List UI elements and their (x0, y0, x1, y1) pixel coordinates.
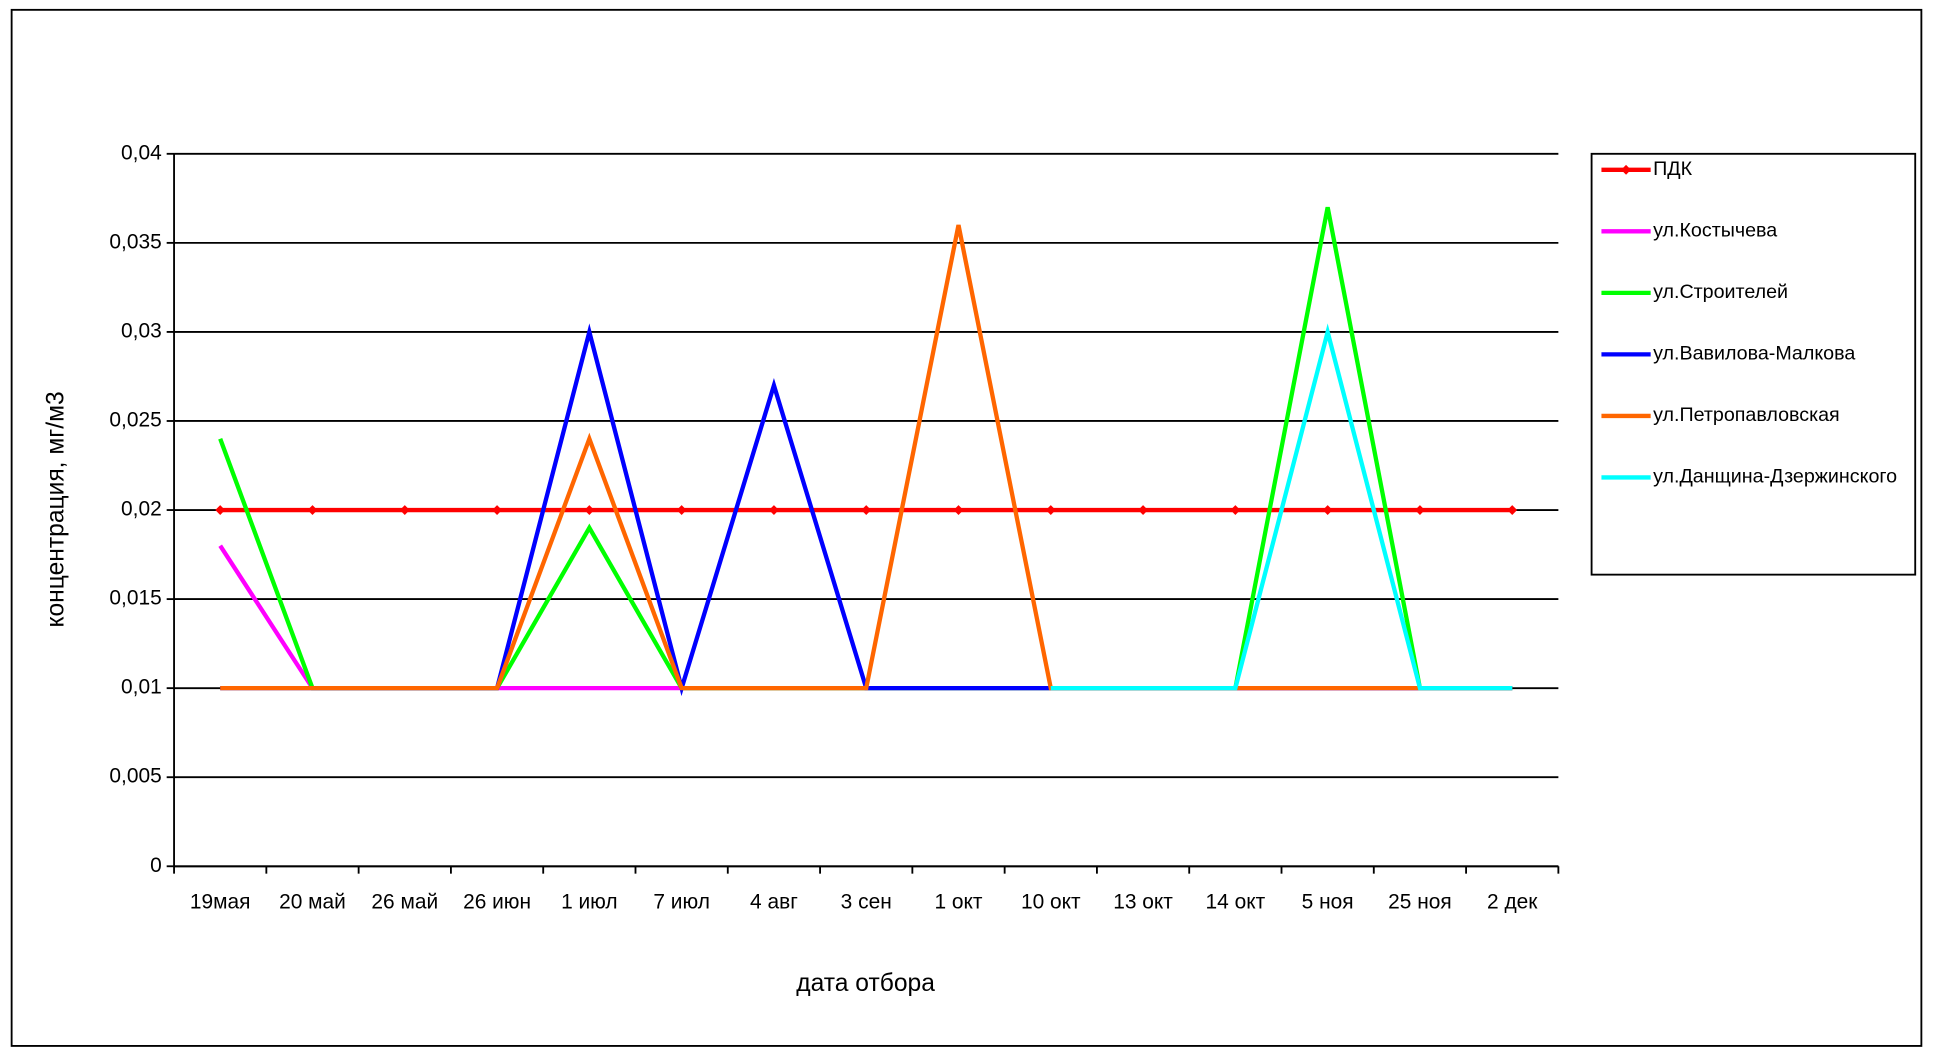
point-marker (492, 505, 502, 515)
legend-box (1590, 152, 1917, 576)
point-marker (676, 505, 687, 515)
x-tick-label: 2 дек (1487, 891, 1538, 914)
y-tick-label: 0,01 (121, 676, 162, 699)
x-tick-label: 26 май (371, 891, 438, 914)
y-tick-label: 0,02 (121, 498, 162, 521)
legend-label: ул.Петропавловская (1653, 404, 1840, 426)
point-marker (584, 505, 595, 515)
series-line (1050, 323, 1513, 691)
x-tick-label: 20 май (279, 891, 346, 914)
point-marker (769, 505, 779, 515)
y-tick-label: 0,04 (121, 141, 162, 164)
x-tick-label: 25 ноя (1388, 891, 1452, 914)
x-tick-label: 14 окт (1206, 891, 1266, 914)
legend-label: ПДК (1653, 158, 1692, 180)
y-tick-label: 0,005 (109, 765, 161, 788)
series-line (220, 224, 1513, 691)
legend-label: ул.Строителей (1653, 281, 1788, 303)
point-marker (1045, 505, 1056, 515)
point-marker (1138, 505, 1148, 515)
y-tick-label: 0,015 (109, 587, 161, 610)
x-tick-label: 5 ноя (1302, 891, 1354, 914)
legend-label: ул.Костычева (1653, 220, 1777, 242)
y-axis-title: концентрация, мг/м3 (43, 391, 70, 627)
x-tick-label: 19мая (190, 891, 251, 914)
point-marker (399, 505, 410, 515)
point-marker (861, 505, 872, 515)
x-tick-label: 10 окт (1021, 891, 1081, 914)
y-tick-label: 0,025 (109, 409, 161, 432)
legend-label: ул.Вавилова-Малкова (1653, 343, 1855, 365)
y-tick-label: 0 (150, 854, 162, 877)
point-marker (1507, 505, 1518, 515)
x-tick-label: 3 сен (841, 891, 892, 914)
y-tick-label: 0,035 (109, 230, 161, 253)
point-marker (953, 505, 964, 515)
point-marker (1322, 505, 1333, 515)
x-tick-label: 4 авг (750, 891, 798, 914)
point-marker (215, 505, 226, 515)
y-tick-label: 0,03 (121, 319, 162, 342)
legend-label: ул.Данщина-Дзержинского (1653, 466, 1897, 488)
x-tick-label: 7 июл (653, 891, 710, 914)
x-axis-title: дата отбора (796, 970, 935, 997)
x-tick-label: 26 июн (463, 891, 531, 914)
legend-marker (1621, 164, 1631, 175)
x-tick-label: 1 июл (561, 891, 618, 914)
x-tick-label: 13 окт (1113, 891, 1173, 914)
point-marker (1415, 505, 1425, 515)
x-tick-label: 1 окт (934, 891, 982, 914)
